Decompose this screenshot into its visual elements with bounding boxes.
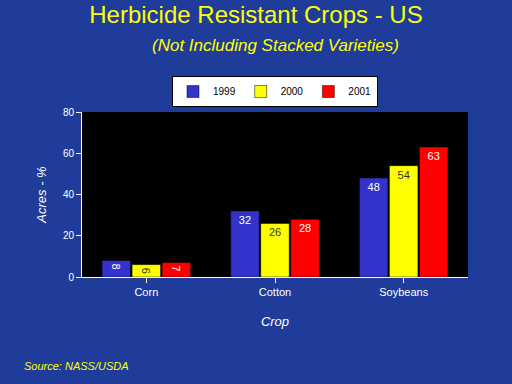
svg-text:2000: 2000 (281, 86, 304, 97)
svg-text:60: 60 (63, 148, 75, 159)
svg-text:80: 80 (63, 107, 75, 118)
svg-text:Herbicide Resistant Crops - US: Herbicide Resistant Crops - US (89, 1, 422, 28)
svg-text:32: 32 (239, 214, 251, 226)
svg-text:Acres - %: Acres - % (34, 166, 49, 223)
svg-text:Soybeans: Soybeans (379, 286, 428, 298)
svg-text:2001: 2001 (348, 86, 371, 97)
svg-text:Cotton: Cotton (259, 286, 291, 298)
svg-text:28: 28 (299, 222, 311, 234)
svg-text:1999: 1999 (213, 86, 236, 97)
svg-text:40: 40 (63, 189, 75, 200)
svg-text:8: 8 (110, 264, 122, 270)
svg-text:7: 7 (170, 266, 182, 272)
svg-text:26: 26 (269, 226, 281, 238)
svg-text:20: 20 (63, 230, 75, 241)
svg-text:6: 6 (140, 268, 152, 274)
svg-text:Corn: Corn (134, 286, 158, 298)
svg-text:Crop: Crop (261, 314, 289, 329)
svg-text:54: 54 (398, 169, 410, 181)
svg-text:63: 63 (428, 150, 440, 162)
svg-text:48: 48 (368, 181, 380, 193)
svg-text:(Not Including Stacked Varieti: (Not Including Stacked Varieties) (152, 36, 399, 55)
svg-text:0: 0 (68, 272, 74, 283)
svg-text:Source: NASS/USDA: Source: NASS/USDA (24, 360, 129, 372)
